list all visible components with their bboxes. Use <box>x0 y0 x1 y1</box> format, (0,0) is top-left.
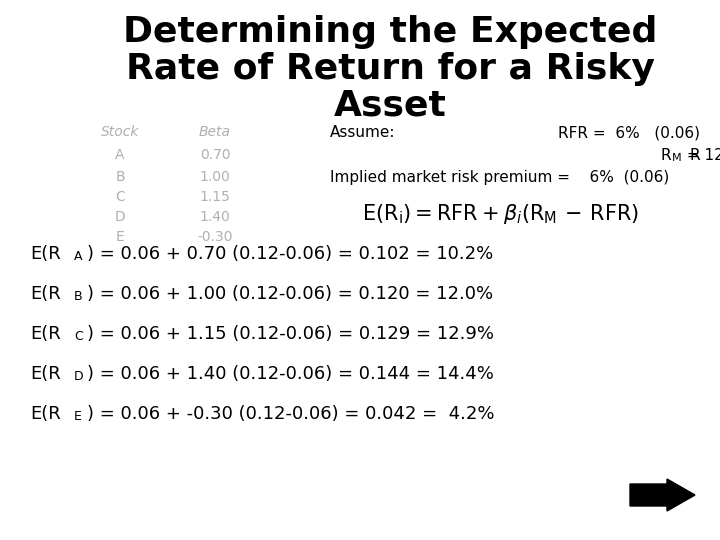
FancyArrow shape <box>630 479 695 511</box>
Text: E: E <box>116 230 125 244</box>
Text: M: M <box>672 153 682 163</box>
Text: A: A <box>115 148 125 162</box>
Text: D: D <box>74 370 84 383</box>
Text: ) = 0.06 + 1.00 (0.12-0.06) = 0.120 = 12.0%: ) = 0.06 + 1.00 (0.12-0.06) = 0.120 = 12… <box>87 285 493 303</box>
Text: $\mathregular{E(R_i) = RFR + }\beta_i\mathregular{(R_M\, -\, RFR)}$: $\mathregular{E(R_i) = RFR + }\beta_i\ma… <box>361 202 639 226</box>
Text: ) = 0.06 + 0.70 (0.12-0.06) = 0.102 = 10.2%: ) = 0.06 + 0.70 (0.12-0.06) = 0.102 = 10… <box>87 245 493 263</box>
Text: Stock: Stock <box>101 125 139 139</box>
Text: ) = 0.06 + -0.30 (0.12-0.06) = 0.042 =  4.2%: ) = 0.06 + -0.30 (0.12-0.06) = 0.042 = 4… <box>87 405 495 423</box>
Text: Rate of Return for a Risky: Rate of Return for a Risky <box>125 52 654 86</box>
Text: 0.70: 0.70 <box>199 148 230 162</box>
Text: Beta: Beta <box>199 125 231 139</box>
Text: 1.00: 1.00 <box>199 170 230 184</box>
Text: E(R: E(R <box>30 245 60 263</box>
Text: D: D <box>114 210 125 224</box>
Text: C: C <box>115 190 125 204</box>
Text: = 12%   (0.12): = 12% (0.12) <box>682 148 720 163</box>
Text: -0.30: -0.30 <box>197 230 233 244</box>
Text: R: R <box>660 148 670 163</box>
Text: RFR =  6%   (0.06): RFR = 6% (0.06) <box>558 125 700 140</box>
Text: E(R: E(R <box>30 285 60 303</box>
Text: E(R: E(R <box>30 325 60 343</box>
Text: A: A <box>74 250 83 263</box>
Text: ) = 0.06 + 1.40 (0.12-0.06) = 0.144 = 14.4%: ) = 0.06 + 1.40 (0.12-0.06) = 0.144 = 14… <box>87 365 494 383</box>
Text: 1.40: 1.40 <box>199 210 230 224</box>
Text: B: B <box>74 290 83 303</box>
Text: E(R: E(R <box>30 405 60 423</box>
Text: Determining the Expected: Determining the Expected <box>123 15 657 49</box>
Text: E: E <box>74 410 82 423</box>
Text: 1.15: 1.15 <box>199 190 230 204</box>
Text: ) = 0.06 + 1.15 (0.12-0.06) = 0.129 = 12.9%: ) = 0.06 + 1.15 (0.12-0.06) = 0.129 = 12… <box>87 325 494 343</box>
Text: Asset: Asset <box>333 89 446 123</box>
Text: C: C <box>74 330 83 343</box>
Text: E(R: E(R <box>30 365 60 383</box>
Text: Assume:: Assume: <box>330 125 395 140</box>
Text: R: R <box>689 148 700 163</box>
Text: B: B <box>115 170 125 184</box>
Text: Implied market risk premium =    6%  (0.06): Implied market risk premium = 6% (0.06) <box>330 170 670 185</box>
